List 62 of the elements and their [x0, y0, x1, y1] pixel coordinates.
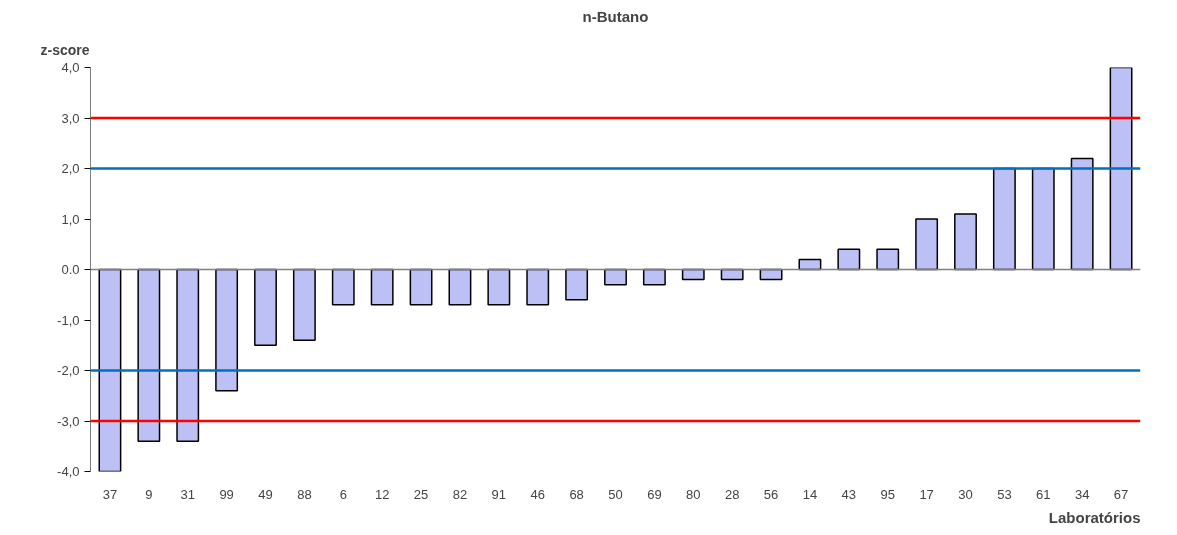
x-tick-label: 68	[569, 486, 584, 502]
bar	[526, 268, 550, 306]
x-tick-label: 34	[1074, 486, 1090, 502]
bar	[642, 268, 666, 286]
x-tick-label: 53	[997, 486, 1012, 502]
x-tick-label: 67	[1113, 486, 1129, 502]
bar	[292, 268, 316, 341]
y-axis-title: z-score	[40, 41, 90, 58]
x-tick-label: 12	[374, 486, 390, 502]
x-axis-title: Laboratórios	[1048, 508, 1141, 526]
x-tick-label: 6	[339, 486, 347, 502]
x-tick-label: 25	[413, 486, 429, 502]
y-tick-label: 0.0	[61, 262, 80, 277]
y-tick-label: 3,0	[61, 110, 80, 126]
x-tick-label: 30	[958, 486, 973, 502]
bar	[604, 268, 627, 286]
x-tick-label: 50	[608, 486, 623, 502]
chart-title: n-Butano	[582, 7, 649, 25]
bar	[137, 268, 161, 442]
bar	[1070, 157, 1094, 271]
y-tick-label: 2,0	[61, 161, 80, 176]
bar	[837, 248, 861, 271]
bar	[98, 268, 122, 472]
x-tick-label: 88	[297, 486, 312, 502]
x-tick-label: 46	[530, 486, 545, 502]
bar	[409, 268, 433, 306]
bar	[448, 268, 472, 306]
bar	[1031, 167, 1055, 271]
x-tick-label: 80	[686, 486, 701, 502]
bar	[992, 167, 1016, 271]
bar	[254, 268, 277, 346]
bar	[176, 268, 200, 442]
x-tick-label: 91	[491, 486, 507, 502]
x-tick-label: 28	[724, 486, 740, 502]
x-tick-label: 37	[102, 486, 118, 502]
x-tick-label: 43	[841, 486, 857, 502]
x-tick-label: 82	[452, 486, 468, 502]
bar	[215, 268, 239, 392]
bar	[370, 268, 394, 306]
y-tick-label: -1,0	[57, 312, 80, 328]
x-tick-label: 61	[1036, 486, 1051, 502]
bar	[876, 248, 900, 271]
y-tick-label: -4,0	[57, 464, 80, 479]
x-tick-label: 56	[763, 486, 779, 502]
x-tick-label: 95	[880, 486, 895, 502]
y-tick-label: -3,0	[57, 413, 80, 429]
x-tick-label: 31	[180, 486, 195, 502]
bar	[487, 268, 511, 306]
bar	[954, 213, 977, 271]
x-tick-label: 14	[802, 486, 818, 502]
x-tick-label: 9	[145, 486, 153, 502]
y-tick-label: 4,0	[61, 60, 80, 75]
x-tick-label: 69	[647, 486, 662, 502]
bar	[565, 268, 589, 301]
x-tick-label: 17	[919, 486, 934, 502]
bar	[1109, 67, 1133, 271]
y-tick-label: 1,0	[61, 211, 80, 227]
x-tick-label: 49	[258, 486, 273, 502]
x-tick-label: 99	[219, 486, 234, 502]
y-tick-label: -2,0	[57, 363, 80, 378]
bar	[331, 268, 355, 306]
bar	[915, 218, 939, 271]
